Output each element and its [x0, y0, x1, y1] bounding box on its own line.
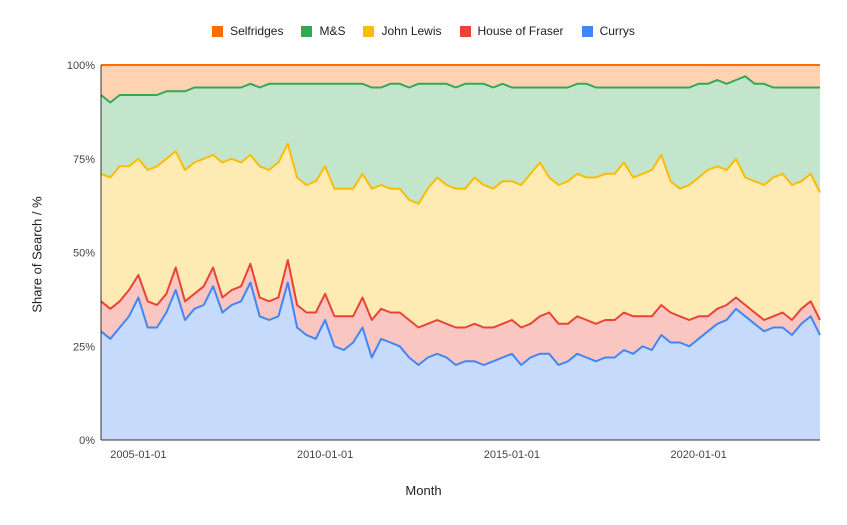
y-tick-label: 0% [79, 435, 95, 447]
legend-label: Selfridges [230, 24, 284, 38]
x-tick-label: 2005-01-01 [110, 449, 166, 461]
y-axis-title: Share of Search / % [29, 196, 45, 313]
legend-label: John Lewis [381, 24, 442, 38]
legend-swatch [301, 25, 313, 37]
line-john-lewis [100, 142, 821, 205]
area-john-lewis [101, 143, 820, 328]
legend-label: M&S [319, 24, 346, 38]
legend-item: Selfridges [212, 24, 283, 38]
area-m-s [101, 76, 820, 204]
legend-item: M&S [301, 24, 345, 38]
legend-swatch [581, 25, 593, 37]
y-tick-label: 50% [73, 248, 95, 260]
legend-label: House of Fraser [477, 24, 564, 38]
legend: Selfridges M&S John Lewis House of Fraser Cu… [0, 24, 847, 38]
area-selfridges [101, 65, 820, 103]
area-house-of-fraser [101, 260, 820, 365]
line-m-s [100, 75, 820, 104]
legend-item: House of Fraser [459, 24, 564, 38]
legend-swatch [459, 25, 471, 37]
legend-label: Currys [599, 24, 635, 38]
line-house-of-fraser [100, 259, 821, 329]
x-tick-label: 2020-01-01 [670, 449, 726, 461]
y-tick-label: 25% [73, 341, 95, 353]
legend-swatch [212, 25, 224, 37]
area-currys [101, 282, 820, 440]
x-tick-label: 2010-01-01 [297, 449, 353, 461]
legend-item: John Lewis [363, 24, 442, 38]
line-currys [100, 281, 821, 366]
legend-item: Currys [581, 24, 635, 38]
y-tick-label: 75% [73, 154, 95, 166]
x-axis-title: Month [405, 483, 442, 498]
legend-swatch [363, 25, 375, 37]
y-tick-label: 100% [67, 60, 95, 72]
x-tick-label: 2015-01-01 [484, 449, 540, 461]
